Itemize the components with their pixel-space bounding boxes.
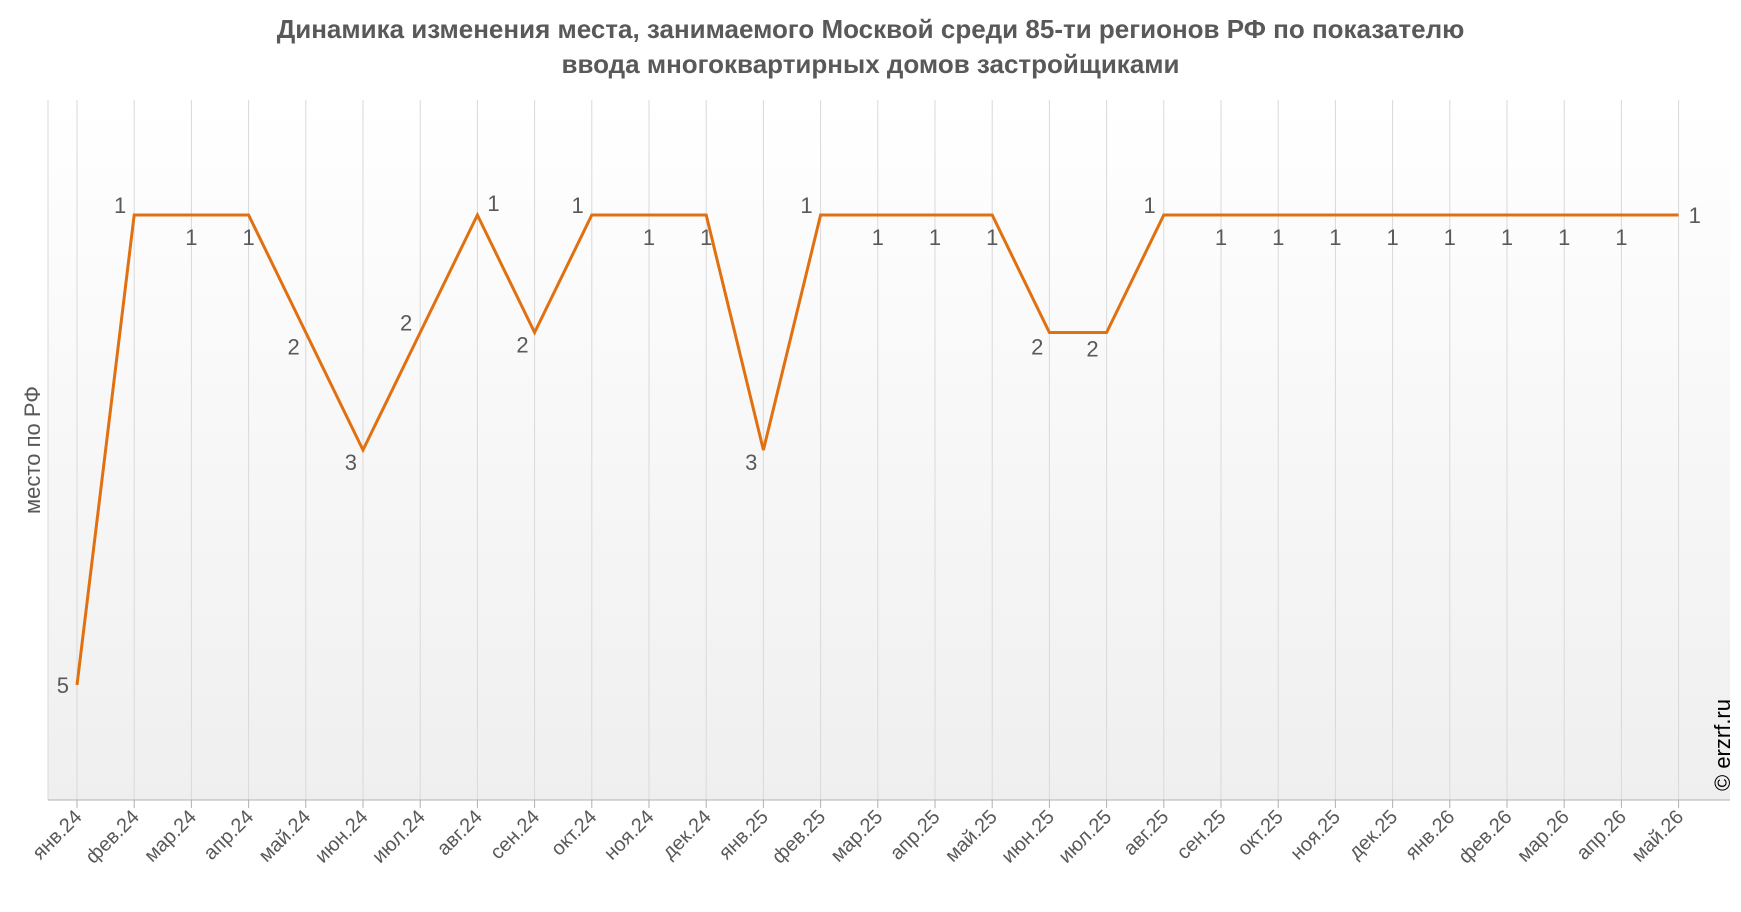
x-tick-label: сен.25: [1173, 806, 1231, 864]
x-tick-label: авг.25: [1119, 806, 1173, 860]
x-tick-label: сен.24: [486, 806, 544, 864]
x-tick-label: май.26: [1627, 806, 1688, 867]
data-label: 2: [516, 333, 528, 358]
chart-title-line-1: Динамика изменения места, занимаемого Мо…: [276, 14, 1465, 44]
chart-title-line-2: ввода многоквартирных домов застройщикам…: [561, 49, 1180, 79]
x-tick-label: окт.25: [1233, 806, 1287, 860]
data-label: 1: [1386, 225, 1398, 250]
x-axis-ticks: [76, 800, 1680, 808]
x-tick-label: янв.24: [28, 806, 86, 864]
data-label: 1: [114, 193, 126, 218]
series-line: [75, 211, 1679, 686]
credit-text: © erzrf.ru: [1710, 699, 1735, 791]
x-tick-label: июл.25: [1054, 806, 1116, 868]
x-tick-label: май.25: [941, 806, 1002, 867]
data-label: 1: [872, 225, 884, 250]
data-label: 1: [929, 225, 941, 250]
x-tick-label: мар.25: [827, 806, 888, 867]
x-tick-label: июн.25: [997, 806, 1059, 868]
data-label: 1: [1689, 203, 1701, 228]
x-tick-label: апр.24: [200, 806, 259, 865]
data-label: 5: [57, 673, 69, 698]
x-tick-label: ноя.25: [1286, 806, 1345, 865]
data-label: 2: [288, 335, 300, 360]
x-tick-label: апр.25: [886, 806, 945, 865]
x-tick-label: июн.24: [311, 806, 373, 868]
data-label: 1: [1558, 225, 1570, 250]
x-tick-label: ноя.24: [600, 806, 659, 865]
x-tick-label: дек.25: [1345, 806, 1403, 864]
x-tick-label: окт.24: [547, 806, 601, 860]
x-tick-label: фев.24: [81, 806, 143, 868]
data-label: 3: [345, 450, 357, 475]
data-label: 1: [986, 225, 998, 250]
x-tick-label: дек.24: [658, 806, 716, 864]
data-label: 1: [185, 225, 197, 250]
data-label: 2: [1086, 337, 1098, 362]
data-label: 1: [1615, 225, 1627, 250]
x-tick-label: мар.24: [140, 806, 201, 867]
data-label: 1: [1144, 193, 1156, 218]
data-label: 1: [572, 193, 584, 218]
x-tick-label: апр.26: [1572, 806, 1631, 865]
data-label: 1: [1272, 225, 1284, 250]
data-label: 1: [487, 191, 499, 216]
x-tick-label: янв.25: [715, 806, 773, 864]
data-label: 3: [745, 450, 757, 475]
x-tick-label: фев.26: [1454, 806, 1516, 868]
data-label: 1: [1501, 225, 1513, 250]
x-tick-label: июл.24: [368, 806, 430, 868]
y-axis-label: место по РФ: [20, 386, 45, 514]
data-label: 2: [1031, 335, 1043, 360]
data-label: 2: [400, 311, 412, 336]
data-labels: 5 1 1 1 2 3 2 1 2 1 1 1 3 1 1 1 1 2 2 1 1 1 1 1 1 1 1 1 1: [57, 191, 1701, 698]
x-tick-label: янв.26: [1401, 806, 1459, 864]
chart-title: Динамика изменения места, занимаемого Мо…: [0, 12, 1741, 82]
plot-area: [48, 100, 1730, 800]
x-tick-labels: янв.24фев.24мар.24апр.24май.24июн.24июл.…: [28, 806, 1688, 868]
x-tick-label: мар.26: [1513, 806, 1574, 867]
data-label: 1: [1444, 225, 1456, 250]
data-label: 1: [700, 225, 712, 250]
data-label: 1: [242, 225, 254, 250]
data-label: 1: [1215, 225, 1227, 250]
x-tick-label: май.24: [255, 806, 316, 867]
data-label: 1: [1329, 225, 1341, 250]
data-label: 1: [643, 225, 655, 250]
x-tick-label: авг.24: [433, 806, 487, 860]
x-tick-label: фев.25: [768, 806, 830, 868]
data-label: 1: [800, 193, 812, 218]
